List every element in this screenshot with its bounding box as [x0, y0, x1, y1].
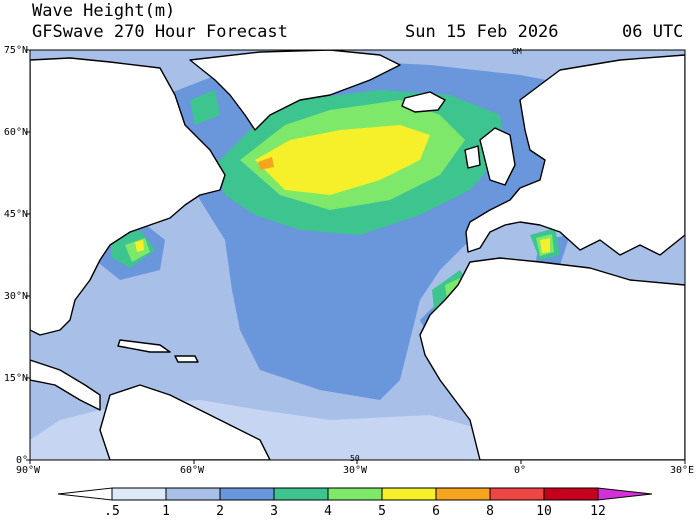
forecast-date: Sun 15 Feb 2026: [405, 22, 559, 42]
forecast-model: GFSwave 270 Hour Forecast: [32, 22, 288, 42]
lon-label-60w: 60°W: [180, 465, 205, 476]
colorbar-label: 3: [270, 504, 278, 519]
colorbar-segment-3-4: [273, 487, 329, 501]
cuba: [117, 339, 171, 353]
colorbar-segment-2-3: [219, 487, 275, 501]
colorbar-segment-4-5: [327, 487, 383, 501]
forecast-time: 06 UTC: [622, 22, 684, 42]
wave-zone-3-4m-labrador: [190, 90, 220, 125]
colorbar: [57, 487, 653, 501]
colorbar-segment-6-8: [435, 487, 491, 501]
lat-label-15n: 15°N: [3, 373, 28, 384]
colorbar-label: 12: [590, 504, 606, 519]
north-america: [30, 57, 226, 336]
lat-label-30n: 30°N: [3, 291, 28, 302]
lat-label-75n: 75°N: [3, 45, 28, 56]
wave-zone-5-6m-westatl: [135, 240, 144, 252]
lon-label-0: 0°: [514, 465, 527, 476]
lon-label-30w: 30°W: [343, 465, 368, 476]
colorbar-label: 6: [432, 504, 440, 519]
iceland: [401, 91, 446, 113]
colorbar-label: 5: [378, 504, 386, 519]
europe: [465, 54, 685, 256]
colorbar-segment-5-6: [381, 487, 437, 501]
map-field: [30, 50, 685, 460]
south-america: [99, 384, 271, 460]
axis-ticks: [26, 49, 686, 464]
lat-label-60n: 60°N: [3, 127, 28, 138]
colorbar-label: 1: [162, 504, 170, 519]
wave-zone-5-6m: [255, 125, 430, 195]
map-marker-top: GM: [512, 47, 522, 56]
great-britain: [479, 127, 516, 186]
lon-label-30e: 30°E: [670, 465, 695, 476]
central-america: [30, 359, 101, 411]
colorbar-label: .5: [104, 504, 120, 519]
colorbar-segment-8-10: [489, 487, 545, 501]
colorbar-label: 8: [486, 504, 494, 519]
lat-label-45n: 45°N: [3, 209, 28, 220]
lon-label-90w: 90°W: [16, 465, 41, 476]
colorbar-segment-1-2: [165, 487, 221, 501]
land-masses: [30, 50, 685, 460]
map-marker-bottom: 50: [350, 454, 360, 463]
africa: [419, 257, 685, 460]
colorbar-segment-0.5-1: [111, 487, 167, 501]
colorbar-label: 4: [324, 504, 332, 519]
colorbar-segment-gt-12: [597, 487, 653, 501]
colorbar-label: 10: [536, 504, 552, 519]
wave-zone-6-8m: [258, 157, 274, 170]
greenland: [189, 50, 401, 131]
ireland: [464, 145, 481, 169]
chart-title: Wave Height(m): [32, 1, 176, 21]
hispaniola: [174, 355, 199, 363]
colorbar-segment-lt-0.5: [57, 487, 113, 501]
colorbar-label: 2: [216, 504, 224, 519]
lat-label-0: 0°: [15, 455, 28, 466]
colorbar-segment-10-12: [543, 487, 599, 501]
wave-zone-5-6m-med: [540, 238, 550, 253]
